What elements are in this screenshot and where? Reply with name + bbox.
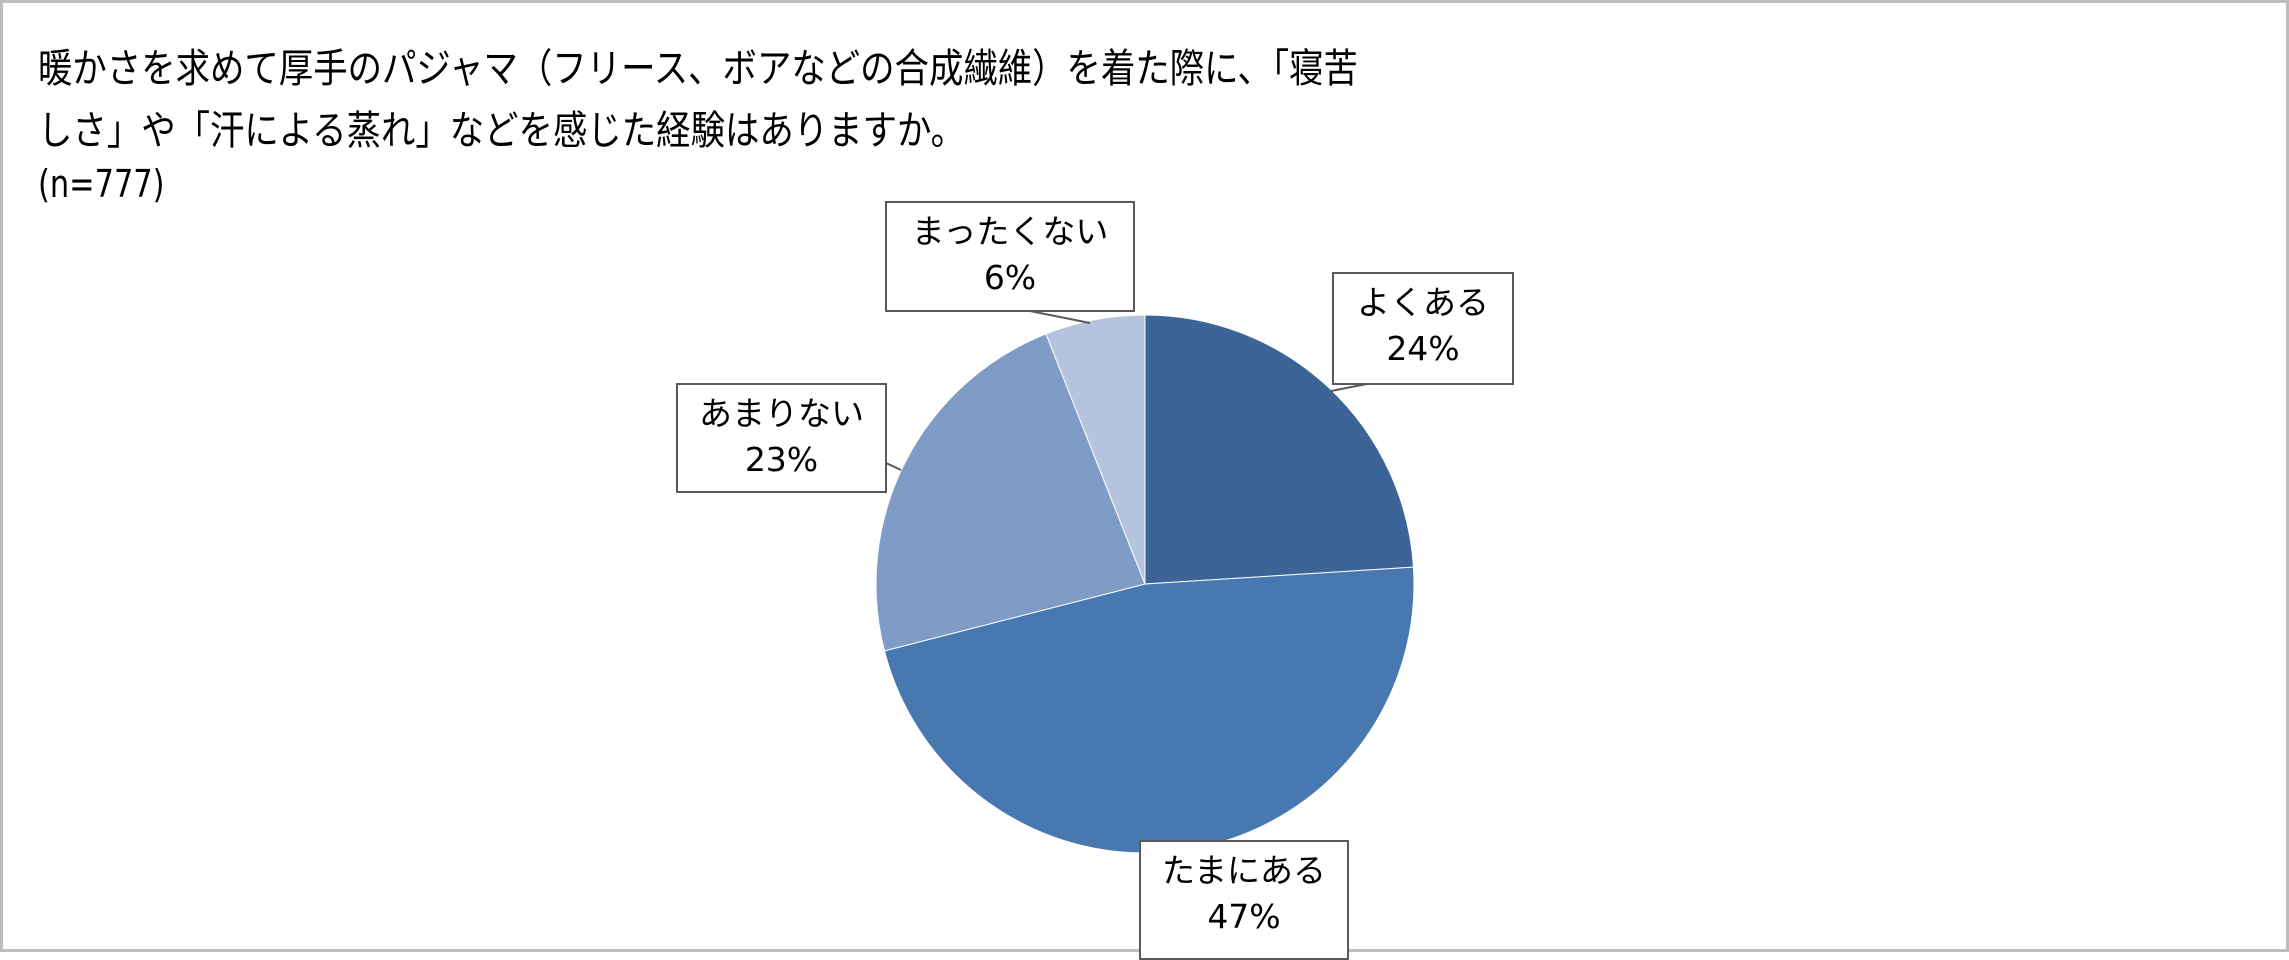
pie-slice-mattaku-nai	[1045, 314, 1146, 585]
slice-label: あまりない	[699, 394, 864, 433]
chart-title-line-2: しさ」や「汗による蒸れ」などを感じた経験はありますか。	[38, 108, 966, 154]
slice-label: よくある	[1357, 283, 1489, 322]
chart-title-line-1: 暖かさを求めて厚手のパジャマ（フリース、ボアなどの合成繊維）を着た際に、「寝苦	[38, 46, 1358, 92]
sample-size: (n=777)	[38, 162, 165, 206]
data-label-tamani-aru: たまにある 47%	[1139, 840, 1349, 960]
slice-value: 6%	[983, 258, 1037, 297]
pie-slice-yoku-aru	[1144, 314, 1415, 585]
slice-label: まったくない	[911, 212, 1109, 251]
slice-value: 24%	[1386, 329, 1460, 368]
slice-value: 23%	[744, 440, 819, 479]
data-label-yoku-aru: よくある 24%	[1332, 272, 1514, 385]
leader-line	[1029, 310, 1091, 324]
leader-line	[885, 462, 902, 471]
slice-label: たまにある	[1161, 851, 1326, 890]
pie-slice-amari-nai	[875, 333, 1146, 652]
slice-value: 47%	[1207, 897, 1281, 936]
chart-title: 暖かさを求めて厚手のパジャマ（フリース、ボアなどの合成繊維）を着た際に、「寝苦 …	[38, 38, 1358, 162]
data-label-amari-nai: あまりない 23%	[676, 383, 887, 493]
data-label-mattaku-nai: まったくない 6%	[885, 201, 1135, 312]
